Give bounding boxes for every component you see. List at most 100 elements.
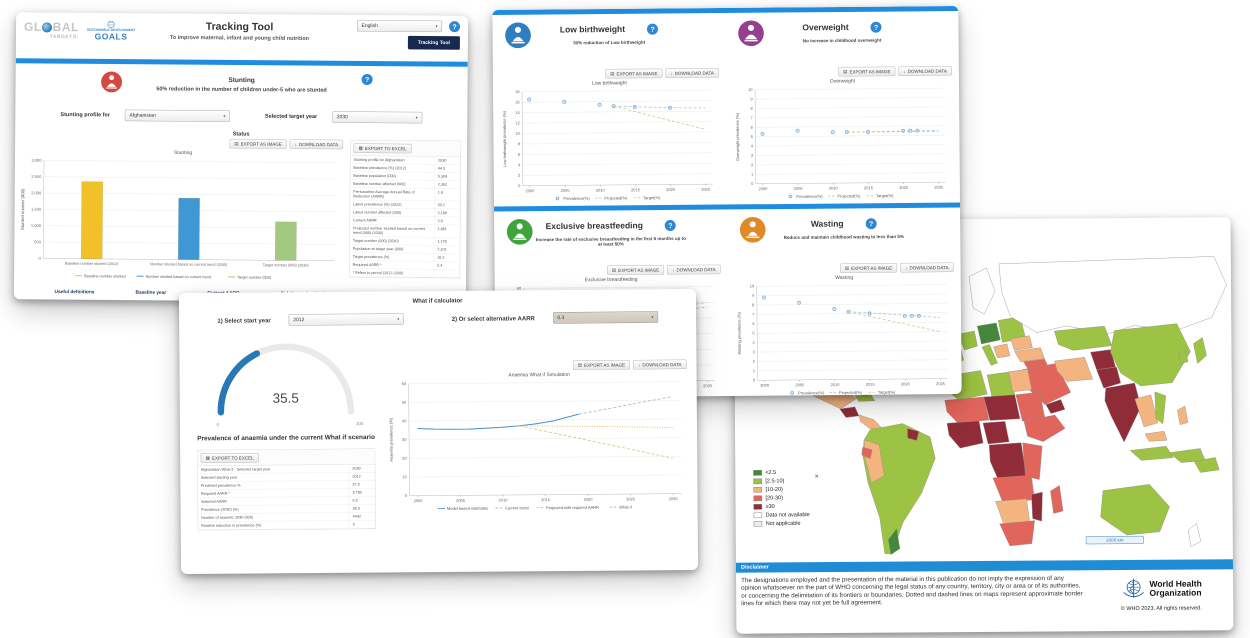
footer-link[interactable]: Baseline year (135, 289, 167, 296)
footer-link[interactable]: Useful definitions (54, 289, 95, 295)
export-excel-button[interactable]: ▦ EXPORT TO EXCEL (200, 452, 259, 463)
help-icon[interactable]: ? (448, 20, 461, 32)
page-subtitle: To improve maternal, infant and young ch… (169, 34, 310, 42)
anaemia-gauge: 35.5 0 100 (203, 338, 369, 429)
svg-text:8: 8 (752, 302, 755, 307)
svg-text:0: 0 (753, 378, 756, 383)
wasting-section: Wasting? Reduce and maintain childhood w… (727, 207, 962, 398)
table-row-label: Target prevalence (%) (352, 254, 390, 260)
download-data-button[interactable]: ↓ DOWNLOAD DATA (665, 68, 719, 79)
chevron-down-icon: ▾ (651, 314, 654, 320)
table-row-value: 33.1 (434, 201, 461, 209)
language-select[interactable]: English ▾ (356, 19, 443, 33)
target-year-select[interactable]: 2030 ▾ (332, 110, 423, 124)
start-year-label: 1) Select start year (217, 316, 271, 324)
svg-text:30: 30 (402, 437, 407, 442)
export-image-button[interactable]: ▤ EXPORT AS IMAGE (606, 265, 665, 276)
stunting-icon (101, 71, 123, 93)
logo-text: GL (23, 20, 42, 34)
gauge-arc (217, 343, 355, 416)
section-subtitle: Reduce and maintain childhood wasting to… (783, 233, 904, 241)
export-excel-button[interactable]: ▦ EXPORT TO EXCEL (353, 143, 412, 154)
download-data-button[interactable]: ↓ DOWNLOAD DATA (898, 66, 952, 76)
svg-text:6: 6 (752, 321, 755, 326)
wasting-icon (739, 216, 766, 243)
export-image-button[interactable]: ▤ EXPORT AS IMAGE (839, 263, 898, 274)
svg-text:60: 60 (402, 381, 407, 386)
download-data-button[interactable]: ↓ DOWNLOAD DATA (667, 264, 721, 275)
table-row-value: 1,881 (433, 225, 460, 238)
download-icon: ↓ (670, 70, 673, 76)
legend-item: <2.5 (753, 469, 809, 476)
image-icon: ▤ (843, 68, 848, 74)
svg-text:2005: 2005 (561, 188, 571, 193)
gauge-min-label: 0 (216, 422, 219, 428)
export-image-button[interactable]: ▤ EXPORT AS IMAGE (838, 66, 896, 77)
legend-swatch (753, 503, 763, 510)
svg-text:2000: 2000 (414, 498, 424, 503)
country-select[interactable]: Afghanistan ▾ (124, 109, 230, 122)
table-row: * Refers to period (2012-2030) (349, 268, 460, 278)
svg-text:12: 12 (515, 120, 520, 125)
table-row: Relative reduction in prevalence (%) 5 (198, 520, 376, 530)
svg-text:2010: 2010 (596, 188, 606, 193)
svg-text:10: 10 (402, 474, 407, 479)
download-data-label: DOWNLOAD DATA (907, 68, 947, 74)
section-subtitle: No increase in childhood overweight (802, 37, 882, 44)
overweight-chart[interactable]: 0 1 2 3 4 5 6 7 8 9 10 2000 2005 2010 2015 2020 2025 Over… (733, 84, 952, 202)
download-data-button[interactable]: ↓ DOWNLOAD DATA (900, 262, 954, 273)
svg-text:10: 10 (750, 284, 755, 289)
help-icon[interactable]: ? (870, 21, 882, 33)
download-data-button[interactable]: ↓ DOWNLOAD DATA (289, 139, 344, 150)
help-icon[interactable]: ? (647, 23, 659, 35)
table-row-value: 2,362 (434, 180, 461, 189)
svg-text:2025: 2025 (701, 187, 711, 192)
tracking-tool-panel: GL BAL TARGETS: SUSTAINABLE DEVELOPMENT G… (13, 12, 469, 303)
low-birthweight-chart[interactable]: 0 2 4 6 8 10 12 14 16 18 2000 2005 2010 2015 2020 2025 L… (500, 86, 719, 204)
svg-text:Number stunted based on curren: Number stunted based on current trend (2… (150, 262, 228, 267)
legend-item: ≥30 (753, 503, 810, 510)
help-icon[interactable]: ? (664, 219, 676, 232)
stunting-data-table: ▦ EXPORT TO EXCEL Stunting profile for Af… (349, 139, 462, 279)
export-image-button[interactable]: ▤ EXPORT AS IMAGE (605, 68, 663, 79)
excel-icon: ▦ (205, 455, 210, 461)
legend-swatch (753, 469, 762, 476)
section-subtitle: Increase the rate of exclusive breastfee… (535, 235, 686, 247)
start-year-select[interactable]: 2012 ▾ (288, 313, 404, 326)
svg-text:3: 3 (753, 349, 756, 354)
stunting-controls: Stunting profile for Afghanistan ▾ Select… (15, 104, 467, 128)
legend-swatch (753, 495, 763, 501)
help-icon[interactable]: ? (865, 218, 877, 230)
download-data-label: DOWNLOAD DATA (909, 264, 949, 271)
table-row-value: 2012 (348, 472, 375, 481)
table-row-label: Target number (000) (2030) (352, 238, 399, 244)
export-image-button[interactable]: ▤ EXPORT AS IMAGE (572, 359, 631, 370)
target-year-label: Selected target year (264, 113, 318, 120)
what-if-data-table: ▦ EXPORT TO EXCEL Afghanistan What if - S… (197, 448, 376, 531)
map-oceania[interactable] (1100, 484, 1202, 547)
help-icon[interactable]: ? (361, 73, 373, 86)
svg-text:2: 2 (518, 173, 521, 178)
svg-text:6: 6 (751, 125, 754, 130)
svg-text:3: 3 (751, 153, 754, 158)
aarr-select[interactable]: 0.3 ▾ (552, 311, 658, 324)
svg-text:2015: 2015 (541, 497, 551, 502)
map-asia[interactable] (998, 256, 1228, 474)
export-image-label: EXPORT AS IMAGE (851, 265, 893, 271)
svg-text:Stunted number (000): Stunted number (000) (20, 188, 25, 230)
tracking-tool-nav-button[interactable]: Tracking Tool (407, 35, 460, 50)
export-image-button[interactable]: ▤ EXPORT AS IMAGE (229, 138, 287, 149)
stunting-bar-chart[interactable]: 0 500 1,000 1,500 2,000 2,500 3,000 Baseline nu… (18, 155, 339, 283)
table-row-label: Baseline prevalence (%) (2012) (353, 165, 406, 171)
table-row-value: 1,178 (433, 237, 460, 246)
download-data-button[interactable]: ↓ DOWNLOAD DATA (633, 359, 687, 370)
map-south-america[interactable] (861, 423, 936, 555)
svg-text:2025: 2025 (934, 185, 944, 190)
table-row: Pre-baseline Average Annual Rate of Redu… (350, 187, 461, 202)
svg-text:2000: 2000 (525, 188, 535, 193)
sdg-goals-logo: SUSTAINABLE DEVELOPMENT GOALS (87, 20, 136, 41)
svg-text:Current trend: Current trend (505, 505, 529, 510)
wasting-chart[interactable]: 0 1 2 3 4 5 6 7 8 9 10 2000 2005 2010 2015 2020 2025 Wast… (735, 281, 954, 398)
table-row-label: Pre-baseline Average Annual Rate of Redu… (353, 189, 415, 199)
